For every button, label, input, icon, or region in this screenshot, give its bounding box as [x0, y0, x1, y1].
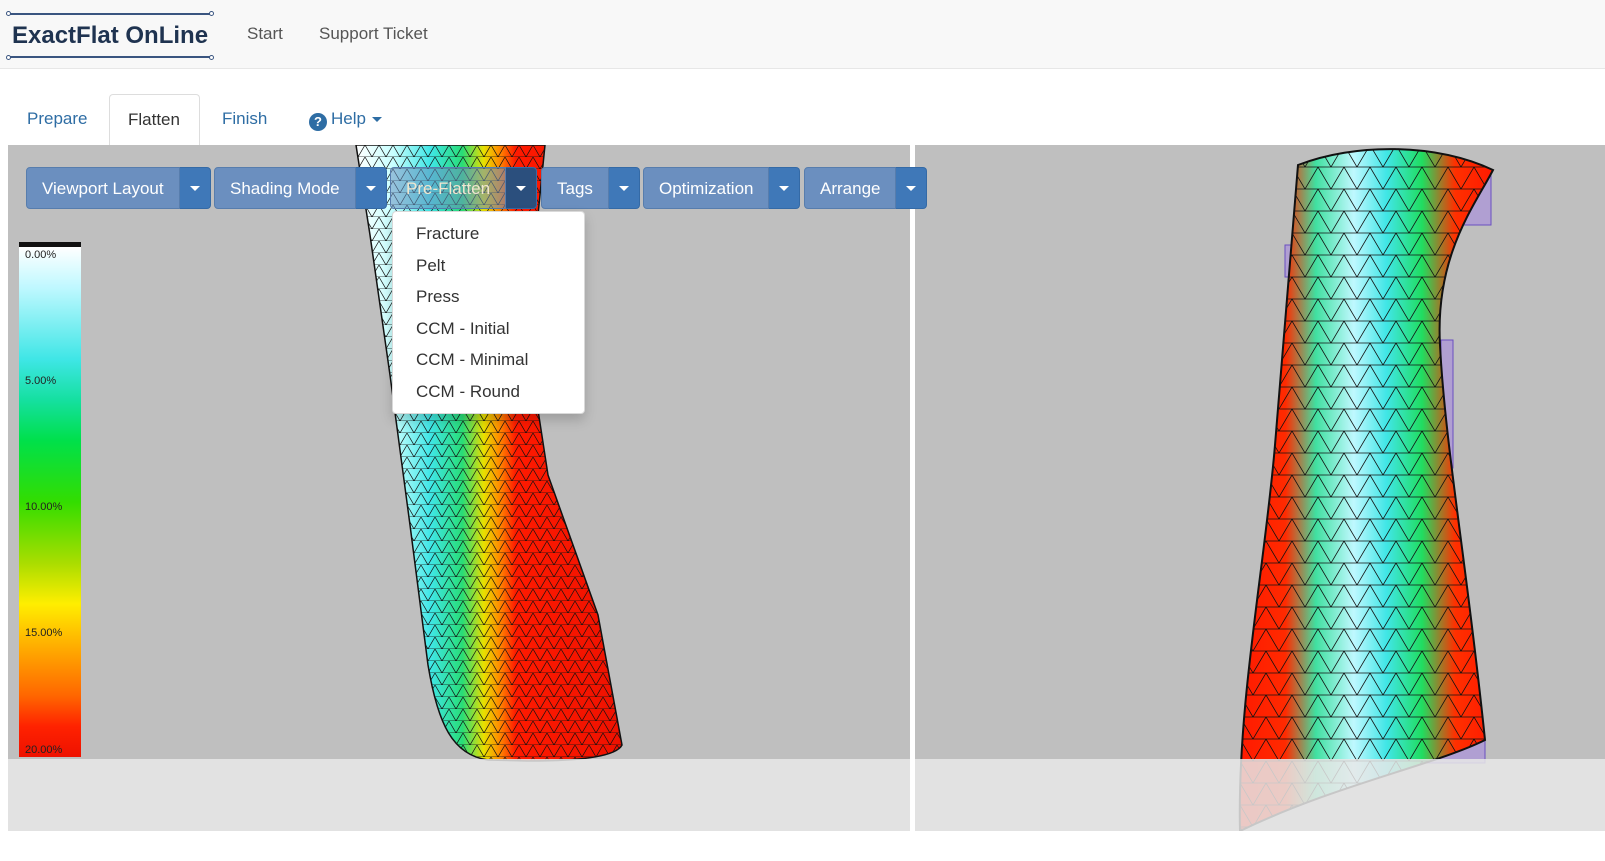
- tags-group: Tags: [541, 167, 640, 209]
- tags-toggle[interactable]: [608, 167, 640, 209]
- nav-start-link[interactable]: Start: [247, 24, 283, 43]
- top-navbar: ExactFlat OnLine Start Support Ticket: [0, 0, 1605, 69]
- pre-flatten-group: Pre-Flatten: [390, 167, 538, 209]
- caret-down-icon: [516, 186, 527, 191]
- optimization-group: Optimization: [643, 167, 801, 209]
- menu-item-pelt[interactable]: Pelt: [416, 255, 446, 275]
- arrange-group: Arrange: [804, 167, 928, 209]
- tab-finish[interactable]: Finish: [204, 94, 285, 146]
- tab-help[interactable]: ? Help: [291, 94, 400, 146]
- legend-label-10: 10.00%: [25, 501, 63, 513]
- shading-mode-group: Shading Mode: [214, 167, 387, 209]
- tab-prepare[interactable]: Prepare: [9, 94, 105, 146]
- optimization-toggle[interactable]: [769, 167, 801, 209]
- menu-item-ccm-round[interactable]: CCM - Round: [416, 381, 520, 401]
- pre-flatten-toggle[interactable]: [506, 167, 538, 209]
- tab-flatten[interactable]: Flatten: [109, 94, 200, 146]
- logo-corner-dot: [209, 55, 214, 60]
- legend-label-0: 0.00%: [25, 249, 57, 261]
- caret-down-icon: [779, 186, 790, 191]
- menu-item-ccm-minimal[interactable]: CCM - Minimal: [416, 350, 529, 370]
- viewport-status-area: [915, 759, 1605, 831]
- legend-label-5: 5.00%: [25, 375, 57, 387]
- tab-prepare-label: Prepare: [27, 109, 88, 128]
- legend-label-20: 20.00%: [25, 744, 63, 756]
- shading-mode-toggle[interactable]: [355, 167, 387, 209]
- viewport-layout-group: Viewport Layout: [26, 167, 211, 209]
- logo-corner-dot: [209, 11, 214, 16]
- arrange-button[interactable]: Arrange: [804, 167, 897, 209]
- flattened-pattern-render: [1238, 148, 1495, 831]
- menu-item-press[interactable]: Press: [416, 287, 460, 307]
- arrange-toggle[interactable]: [896, 167, 928, 209]
- tab-finish-label: Finish: [222, 109, 268, 128]
- viewport-layout-button[interactable]: Viewport Layout: [26, 167, 180, 209]
- viewport-status-area: [8, 759, 910, 831]
- caret-down-icon: [618, 186, 629, 191]
- tab-flatten-label: Flatten: [128, 110, 180, 129]
- nav-support-ticket-link[interactable]: Support Ticket: [319, 24, 428, 43]
- strain-color-legend: 0.00% 5.00% 10.00% 15.00% 20.00%: [19, 242, 81, 757]
- viewport-layout-toggle[interactable]: [179, 167, 211, 209]
- caret-down-icon: [189, 186, 200, 191]
- menu-item-fracture[interactable]: Fracture: [416, 224, 480, 243]
- caret-down-icon: [365, 186, 376, 191]
- shading-mode-button[interactable]: Shading Mode: [214, 167, 356, 209]
- caret-down-icon: [371, 117, 382, 123]
- tab-help-label: Help: [331, 109, 366, 128]
- tags-button[interactable]: Tags: [541, 167, 609, 209]
- logo-text: ExactFlat OnLine: [12, 22, 209, 49]
- app-logo[interactable]: ExactFlat OnLine: [6, 11, 214, 60]
- pre-flatten-button[interactable]: Pre-Flatten: [390, 167, 507, 209]
- viewport-splitter[interactable]: [910, 145, 915, 831]
- viewport-2d[interactable]: [915, 145, 1605, 831]
- pre-flatten-dropdown-menu: Fracture Pelt Press CCM - Initial CCM - …: [392, 211, 585, 414]
- question-circle-icon: ?: [309, 113, 327, 131]
- flattened-mesh-wireframe: [1238, 148, 1495, 831]
- menu-item-ccm-initial[interactable]: CCM - Initial: [416, 318, 510, 338]
- optimization-button[interactable]: Optimization: [643, 167, 770, 209]
- logo-corner-dot: [6, 55, 11, 60]
- logo-corner-dot: [6, 11, 11, 16]
- caret-down-icon: [906, 186, 917, 191]
- legend-label-15: 15.00%: [25, 627, 63, 639]
